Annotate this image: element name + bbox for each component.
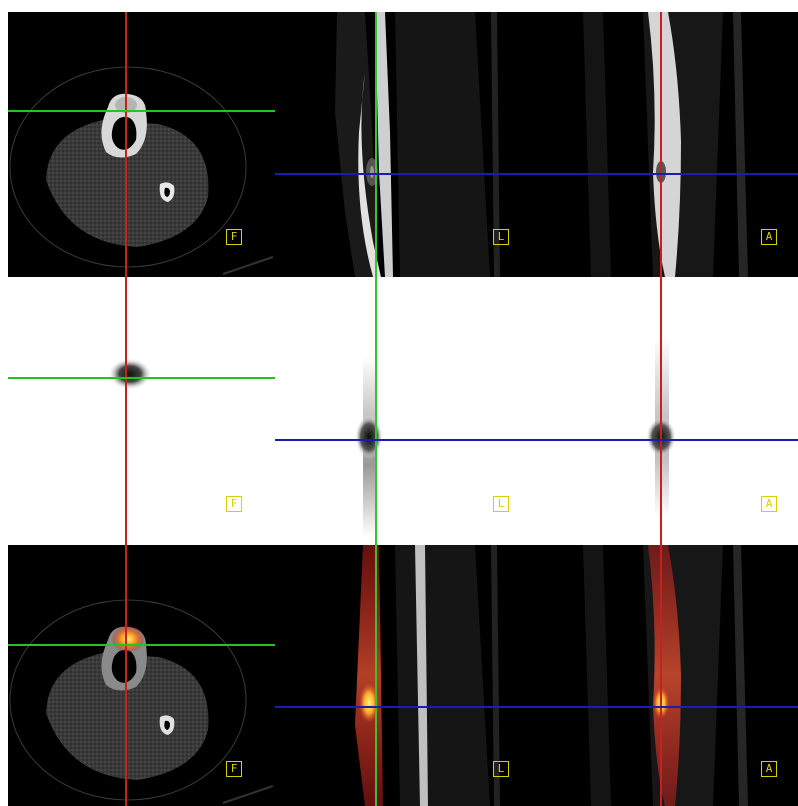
orientation-label: A xyxy=(761,761,777,777)
orientation-label: L xyxy=(493,761,509,777)
fused-coronal-view[interactable]: A xyxy=(543,545,798,806)
pet-coronal-view[interactable]: A xyxy=(543,277,798,545)
fused-sagittal-view[interactable]: L xyxy=(275,545,543,806)
orientation-label: L xyxy=(493,229,509,245)
orientation-label: F xyxy=(226,229,242,245)
orientation-label: L xyxy=(493,496,509,512)
pet-axial-view[interactable]: F xyxy=(8,277,275,545)
ct-sagittal-view[interactable]: L xyxy=(275,12,543,277)
orientation-label: F xyxy=(226,761,242,777)
ct-axial-view[interactable]: F xyxy=(8,12,275,277)
orientation-label: A xyxy=(761,229,777,245)
ct-coronal-view[interactable]: A xyxy=(543,12,798,277)
pet-sagittal-view[interactable]: L xyxy=(275,277,543,545)
orientation-label: A xyxy=(761,496,777,512)
orientation-label: F xyxy=(226,496,242,512)
fused-axial-view[interactable]: F xyxy=(8,545,275,806)
